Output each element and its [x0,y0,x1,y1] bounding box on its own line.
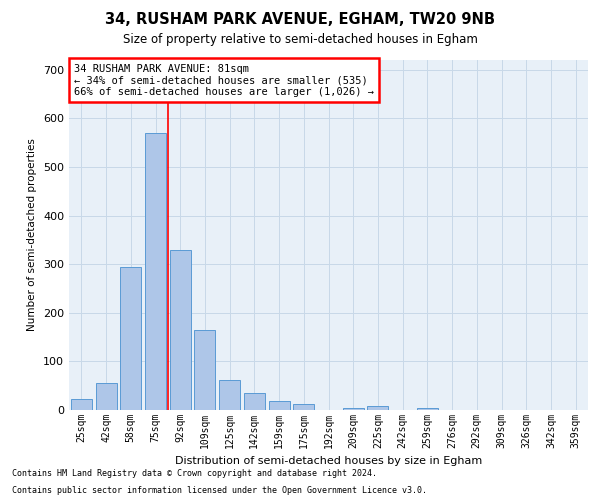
Bar [417,408,438,410]
Bar [120,266,141,410]
Bar [269,401,290,410]
Bar [367,406,388,410]
Bar [170,250,191,410]
Text: Size of property relative to semi-detached houses in Egham: Size of property relative to semi-detach… [122,32,478,46]
Bar [244,393,265,410]
Text: Contains HM Land Registry data © Crown copyright and database right 2024.: Contains HM Land Registry data © Crown c… [12,468,377,477]
Bar [343,408,364,410]
Bar [95,384,116,410]
Bar [71,400,92,410]
X-axis label: Distribution of semi-detached houses by size in Egham: Distribution of semi-detached houses by … [175,456,482,466]
Bar [194,330,215,410]
Bar [293,404,314,410]
Text: 34 RUSHAM PARK AVENUE: 81sqm
← 34% of semi-detached houses are smaller (535)
66%: 34 RUSHAM PARK AVENUE: 81sqm ← 34% of se… [74,64,374,96]
Bar [145,133,166,410]
Y-axis label: Number of semi-detached properties: Number of semi-detached properties [28,138,37,332]
Bar [219,380,240,410]
Text: 34, RUSHAM PARK AVENUE, EGHAM, TW20 9NB: 34, RUSHAM PARK AVENUE, EGHAM, TW20 9NB [105,12,495,28]
Text: Contains public sector information licensed under the Open Government Licence v3: Contains public sector information licen… [12,486,427,495]
